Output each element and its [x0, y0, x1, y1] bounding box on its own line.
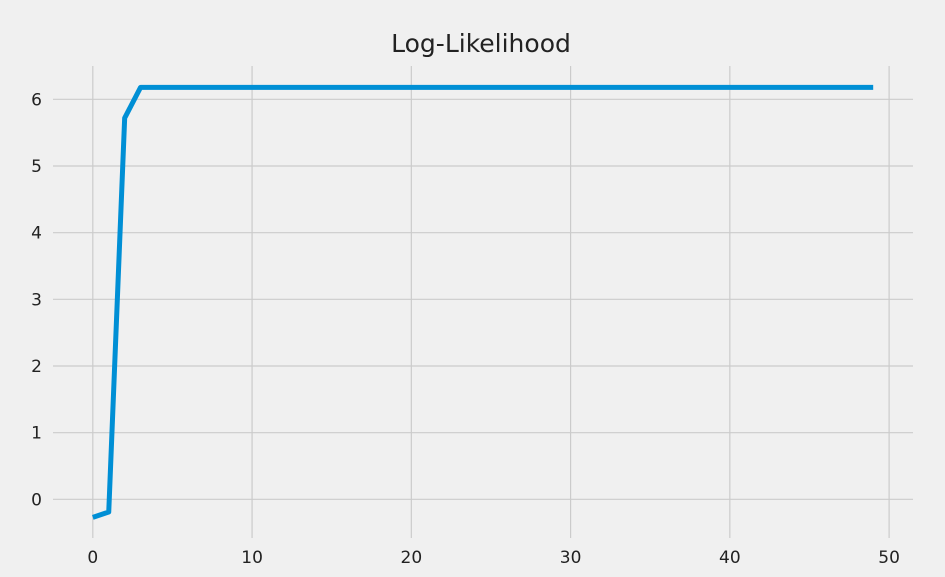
x-tick-label: 50	[878, 548, 900, 568]
y-tick-label: 3	[31, 290, 42, 310]
y-tick-label: 5	[31, 157, 42, 177]
x-tick-label: 20	[401, 548, 423, 568]
x-tick-label: 10	[241, 548, 263, 568]
y-axis-tick-labels: 0 1 2 3 4 5 6	[31, 90, 42, 510]
grid-lines	[53, 66, 913, 538]
x-axis-tick-labels: 0 10 20 30 40 50	[87, 548, 900, 568]
y-tick-label: 0	[31, 490, 42, 510]
x-tick-label: 0	[87, 548, 98, 568]
x-tick-label: 30	[560, 548, 582, 568]
chart-title: Log-Likelihood	[391, 29, 571, 58]
y-tick-label: 2	[31, 357, 42, 377]
series-lines	[92, 84, 874, 520]
y-tick-label: 4	[31, 224, 42, 244]
x-tick-label: 40	[719, 548, 741, 568]
series-line	[92, 84, 874, 520]
y-tick-label: 6	[31, 90, 42, 110]
y-tick-label: 1	[31, 424, 42, 444]
